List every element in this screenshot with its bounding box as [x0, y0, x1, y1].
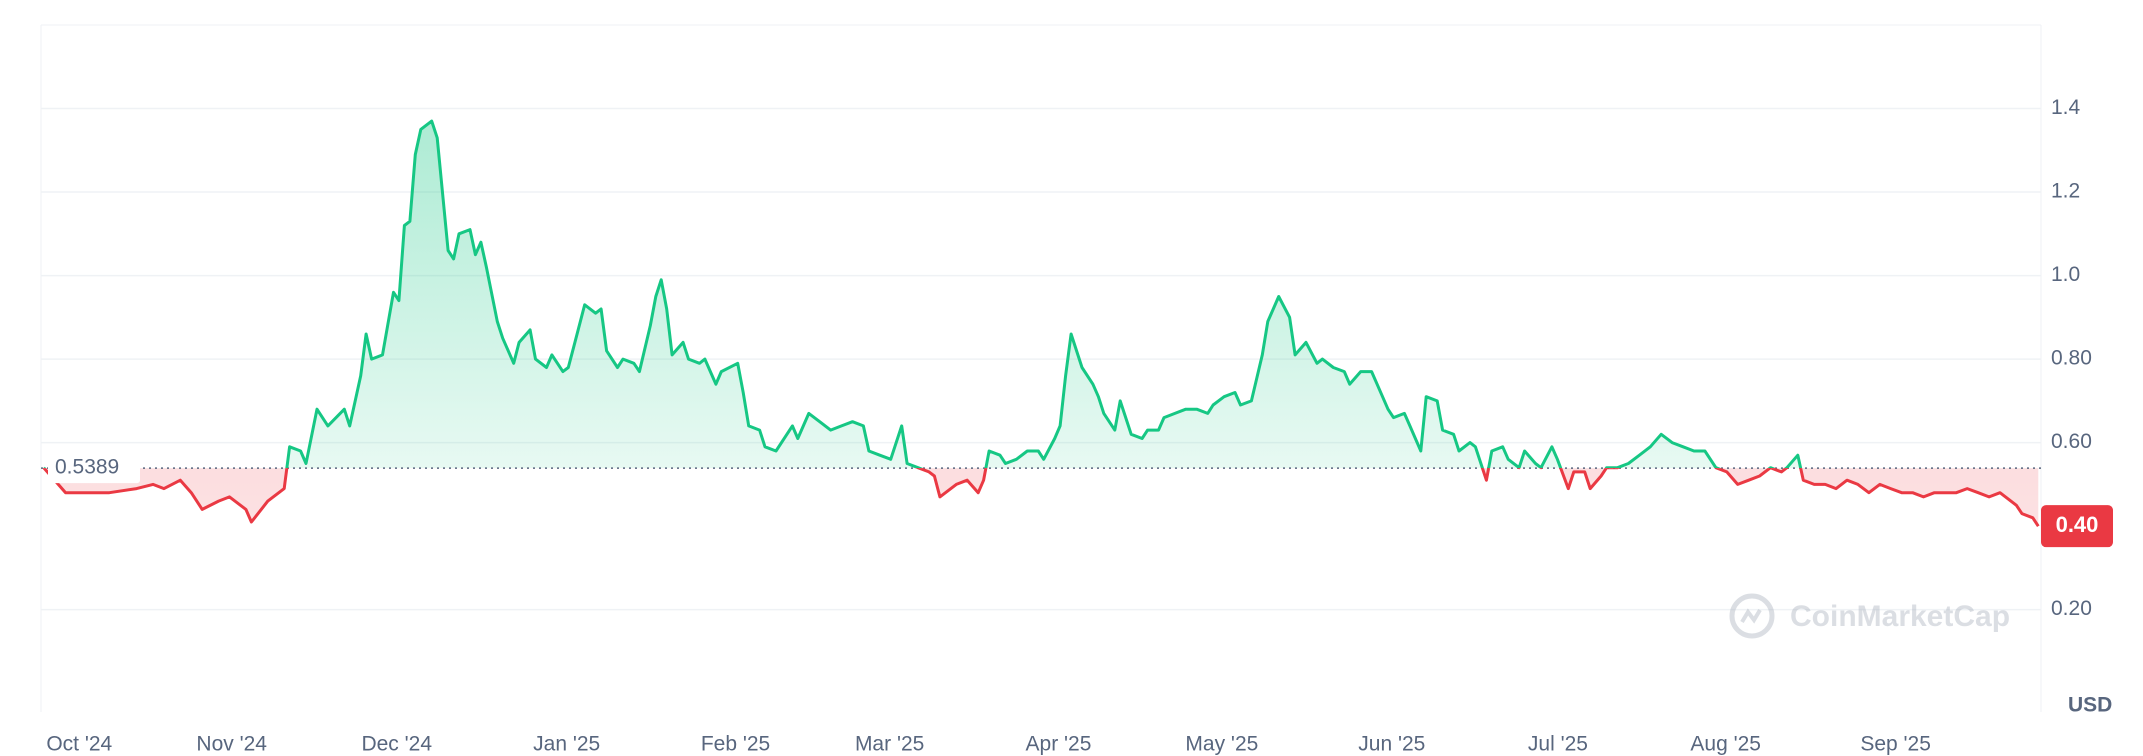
- price-line: [43, 119, 1803, 469]
- y-tick-label: 1.4: [2051, 96, 2081, 119]
- baseline-label-box: [48, 453, 140, 484]
- current-price-label: 0.40: [2056, 512, 2099, 537]
- current-price-tag: [2041, 505, 2113, 548]
- area-above-baseline: [43, 121, 2039, 469]
- x-tick-label: Aug '25: [1690, 733, 1761, 756]
- x-tick-label: Apr '25: [1026, 733, 1092, 756]
- x-tick-label: Oct '24: [46, 733, 112, 756]
- grid: [40, 24, 2042, 712]
- y-tick-label: 1.0: [2051, 263, 2080, 286]
- labels: 0.20 0.60 0.80 1.0 1.2 1.4 Oct '24 Nov '24 Dec '…: [46, 96, 2113, 756]
- y-unit: USD: [2068, 694, 2112, 717]
- y-tick-label: 1.2: [2051, 180, 2080, 203]
- baseline-label: 0.5389: [55, 456, 119, 479]
- y-tick-label: 0.60: [2051, 430, 2092, 453]
- x-tick-label: Jul '25: [1528, 733, 1588, 756]
- x-tick-label: Feb '25: [701, 733, 770, 756]
- plot: [41, 119, 2041, 528]
- x-tick-label: Sep '25: [1860, 733, 1931, 756]
- y-tick-label: 0.20: [2051, 597, 2092, 620]
- area-below-baseline: [44, 468, 2039, 527]
- x-tick-label: Jan '25: [533, 733, 600, 756]
- x-tick-label: Jun '25: [1358, 733, 1425, 756]
- x-tick-label: May '25: [1185, 733, 1258, 756]
- x-tick-label: Mar '25: [855, 733, 924, 756]
- x-tick-label: Dec '24: [361, 733, 432, 756]
- y-tick-label: 0.80: [2051, 347, 2092, 370]
- watermark-text: CoinMarketCap: [1790, 600, 2010, 633]
- watermark: CoinMarketCap: [1729, 593, 2010, 639]
- x-tick-label: Nov '24: [196, 733, 267, 756]
